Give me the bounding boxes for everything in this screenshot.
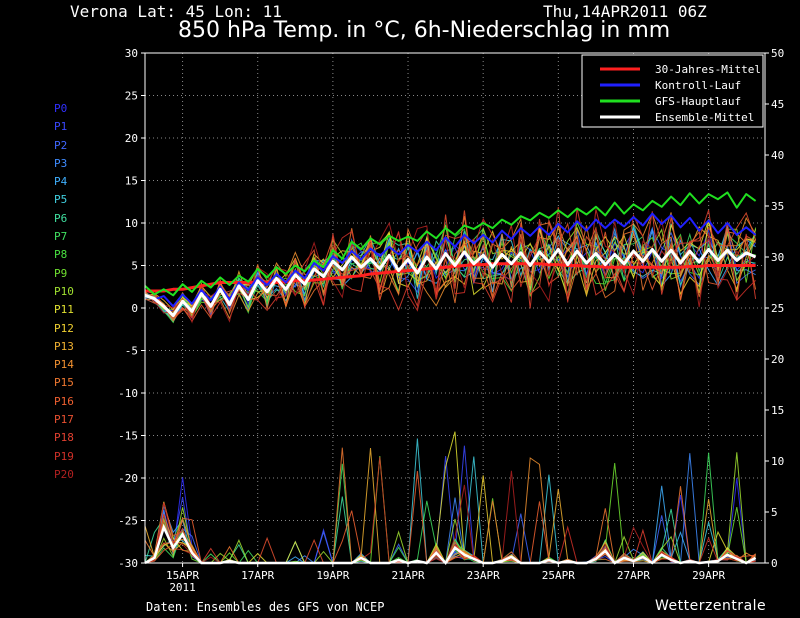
legend-label: Ensemble-Mittel: [655, 111, 754, 124]
grid-lines: [145, 52, 765, 564]
y-left-tick-label: -20: [118, 472, 138, 485]
member-label-p7: P7: [54, 230, 68, 244]
y-left-tick-label: -10: [118, 387, 138, 400]
member-label-p15: P15: [54, 376, 74, 390]
x-tick-label: 27APR: [617, 569, 650, 582]
y-left-tick-label: -30: [118, 557, 138, 570]
y-left-tick-label: 0: [131, 302, 138, 315]
y-left-tick-label: 15: [125, 175, 138, 188]
member-label-p20: P20: [54, 467, 74, 481]
y-left-tick-label: -5: [125, 345, 138, 358]
y-right-tick-label: 45: [771, 98, 784, 111]
y-left-tick-label: 30: [125, 47, 138, 60]
member-label-p13: P13: [54, 339, 74, 353]
y-left-tick-label: -25: [118, 515, 138, 528]
main-series-lines: [144, 191, 757, 318]
y-left-tick-label: 10: [125, 217, 138, 230]
member-label-p5: P5: [54, 193, 68, 207]
data-credit: Daten: Ensembles des GFS von NCEP: [146, 600, 385, 614]
y-right-tick-label: 35: [771, 200, 784, 213]
member-label-p10: P10: [54, 284, 74, 298]
member-precip-line: [144, 457, 756, 565]
y-right-tick-label: 50: [771, 47, 784, 60]
x-tick-label: 23APR: [467, 569, 500, 582]
y-right-tick-label: 30: [771, 251, 784, 264]
x-tick-label: 15APR: [166, 569, 199, 582]
member-label-p6: P6: [54, 211, 68, 225]
climate-mean-line: [145, 262, 756, 293]
member-temp-line: [144, 226, 756, 321]
member-label-p14: P14: [54, 358, 74, 372]
x-tick-year-label: 2011: [169, 581, 196, 594]
brand-label: Wetterzentrale: [655, 598, 767, 614]
member-label-p12: P12: [54, 321, 74, 335]
legend-label: 30-Jahres-Mittel: [655, 63, 761, 76]
member-label-p2: P2: [54, 138, 68, 152]
member-label-p9: P9: [54, 266, 68, 280]
x-tick-label: 19APR: [316, 569, 349, 582]
member-label-p8: P8: [54, 248, 68, 262]
legend-label: Kontroll-Lauf: [655, 79, 741, 92]
y-right-tick-label: 10: [771, 455, 784, 468]
y-right-tick-label: 20: [771, 353, 784, 366]
x-tick-label: 17APR: [241, 569, 274, 582]
y-left-tick-label: 5: [131, 260, 138, 273]
legend-label: GFS-Hauptlauf: [655, 95, 741, 108]
member-label-p17: P17: [54, 413, 74, 427]
member-label-p18: P18: [54, 431, 74, 445]
member-temp-line: [144, 218, 756, 324]
ensemble-mean-line: [144, 247, 757, 318]
member-label-p19: P19: [54, 449, 74, 463]
chart-title: 850 hPa Temp. in °C, 6h-Niederschlag in …: [178, 18, 671, 43]
member-list: P0 P1 P2 P3 P4 P5 P6 P7 P8 P9 P10 P11 P12 P13 P14 P15 P1…: [54, 100, 74, 484]
y-left-tick-label: -15: [118, 430, 138, 443]
y-right-tick-label: 15: [771, 404, 784, 417]
x-tick-label: 21APR: [391, 569, 424, 582]
member-label-p1: P1: [54, 120, 68, 134]
y-right-tick-label: 40: [771, 149, 784, 162]
member-label-p0: P0: [54, 102, 68, 115]
member-label-p4: P4: [54, 175, 68, 189]
y-right-tick-label: 5: [771, 506, 778, 519]
legend: 30-Jahres-Mittel Kontroll-Lauf GFS-Hauptla…: [581, 54, 764, 128]
y-left-tick-label: 25: [125, 90, 138, 103]
main-run-line: [144, 191, 757, 297]
x-tick-label: 25APR: [542, 569, 575, 582]
location-label: Verona Lat: 45 Lon: 11: [70, 2, 282, 21]
y-right-tick-label: 0: [771, 557, 778, 570]
control-run-line: [144, 212, 757, 308]
member-label-p16: P16: [54, 394, 74, 408]
legend-box: [581, 54, 764, 128]
member-label-p11: P11: [54, 303, 74, 317]
y-right-tick-label: 25: [771, 302, 784, 315]
x-tick-label: 29APR: [692, 569, 725, 582]
y-left-tick-label: 20: [125, 132, 138, 145]
run-date-label: Thu,14APR2011 06Z: [543, 2, 707, 21]
y-axis-left: 30 25 20 15 10 5 0 -5 -10 -15 -20 -25 -30: [118, 47, 145, 570]
member-label-p3: P3: [54, 156, 68, 170]
